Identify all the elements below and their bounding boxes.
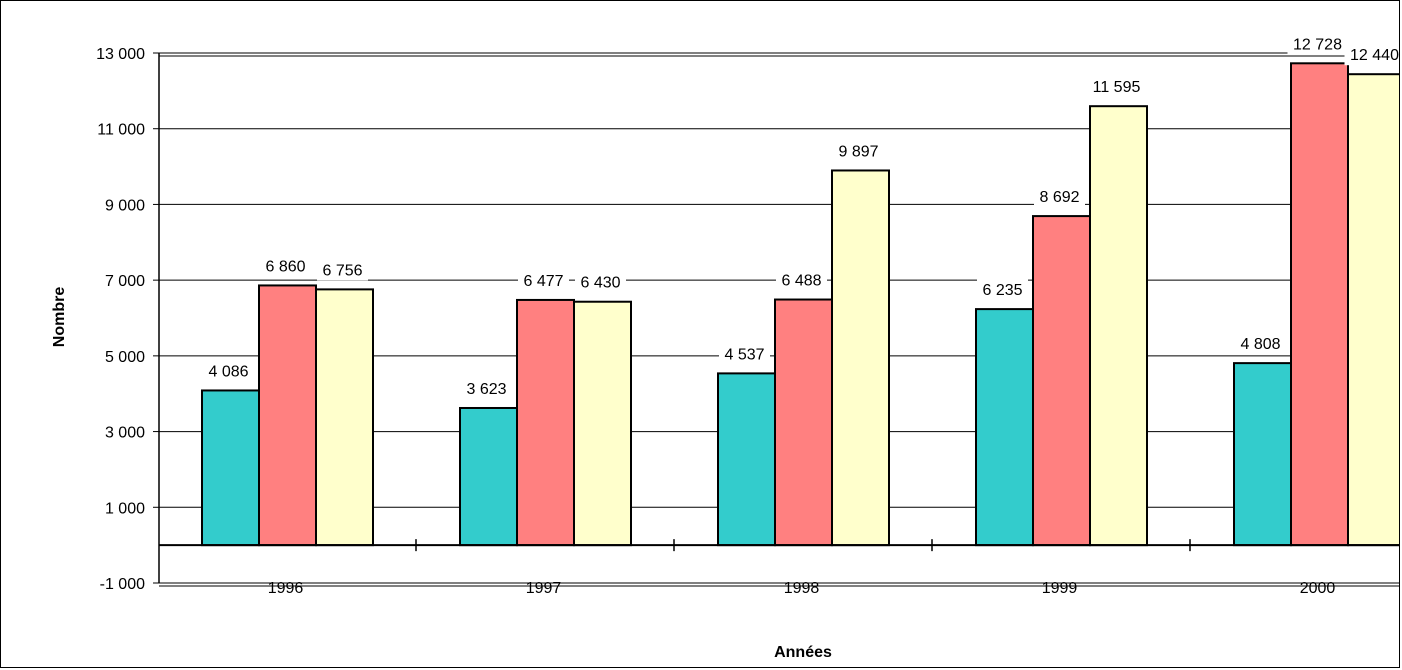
- data-label-bg: [977, 278, 1028, 301]
- bar: [315, 288, 374, 547]
- y-axis-title: Nombre: [51, 287, 68, 348]
- data-label: 12 728: [1293, 36, 1342, 53]
- data-label: 8 692: [1039, 189, 1079, 206]
- x-axis-title: Années: [774, 644, 832, 661]
- y-tick-label: 1 000: [105, 500, 145, 517]
- bar: [717, 372, 776, 547]
- data-label-bg: [776, 268, 827, 291]
- data-label-bg: [1344, 43, 1399, 66]
- bar: [774, 298, 833, 547]
- data-label: 6 430: [580, 275, 620, 292]
- data-label: 6 860: [265, 258, 305, 275]
- bar: [573, 300, 632, 547]
- data-label: 6 756: [322, 262, 362, 279]
- data-label: 6 477: [523, 273, 563, 290]
- data-label-bg: [1086, 75, 1147, 98]
- data-label: 4 537: [724, 346, 764, 363]
- y-tick-label: 9 000: [105, 197, 145, 214]
- data-label-bg: [1287, 32, 1348, 55]
- bar: [1233, 362, 1292, 547]
- data-label-bg: [518, 268, 569, 291]
- bar: [258, 284, 317, 547]
- x-tick-label: 1999: [1042, 580, 1078, 597]
- bars: [201, 62, 1399, 547]
- bar: [831, 169, 890, 547]
- bar: [1089, 105, 1148, 547]
- data-label: 6 235: [982, 282, 1022, 299]
- y-tick-label: 11 000: [97, 122, 145, 139]
- x-tick-label: 1997: [526, 580, 562, 597]
- y-tick-label: 5 000: [105, 349, 145, 366]
- bar: [516, 298, 575, 547]
- bar: [459, 406, 518, 547]
- data-label-bg: [1235, 332, 1286, 355]
- y-tick-label: -1 000: [100, 576, 145, 593]
- data-label-bg: [260, 254, 311, 277]
- bar: [1290, 62, 1349, 547]
- data-label-bg: [833, 139, 884, 162]
- bar: [1347, 73, 1399, 547]
- data-label: 4 808: [1240, 336, 1280, 353]
- data-label-bg: [1034, 185, 1085, 208]
- bar: [975, 308, 1034, 547]
- y-tick-labels: -1 000 1 000 3 000 5 000 7 000 9 000 11 000 13 …: [96, 46, 145, 593]
- data-labels: 4 086 6 860 6 756 3 623 6 477 6 430 4 537 6 488…: [203, 32, 1399, 399]
- axes: [153, 52, 1399, 584]
- bar: [201, 389, 260, 547]
- y-tick-label: 7 000: [105, 273, 145, 290]
- y-tick-label: 3 000: [105, 425, 145, 442]
- data-label-bg: [203, 359, 254, 382]
- data-label: 6 488: [781, 273, 821, 290]
- x-tick-label: 2000: [1300, 580, 1336, 597]
- y-tick-label: 13 000: [96, 46, 145, 63]
- x-tick-labels: 1996 1997 1998 1999 2000: [159, 580, 1399, 597]
- data-label: 11 595: [1093, 79, 1141, 96]
- data-label: 4 086: [208, 363, 248, 380]
- data-label-bg: [719, 342, 770, 365]
- data-label: 9 897: [838, 143, 878, 160]
- data-label: 12 440: [1350, 47, 1399, 64]
- data-label-bg: [317, 258, 368, 281]
- data-label: 3 623: [466, 381, 506, 398]
- data-label-bg: [575, 270, 626, 293]
- x-tick-label: 1998: [784, 580, 820, 597]
- x-tick-label: 1996: [268, 580, 304, 597]
- data-label-bg: [461, 376, 512, 399]
- bar: [1032, 215, 1091, 547]
